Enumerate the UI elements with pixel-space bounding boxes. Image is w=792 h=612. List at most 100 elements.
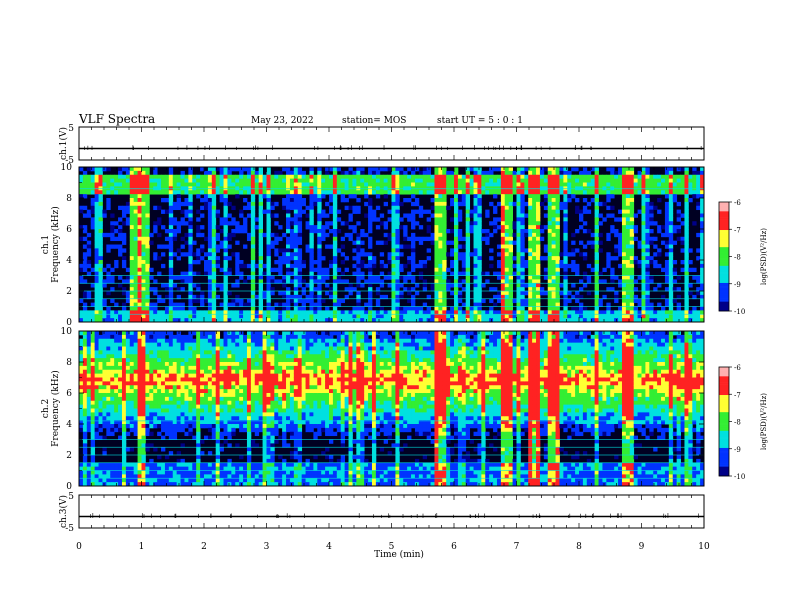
spectrogram-cell <box>180 217 185 222</box>
spectrogram-cell <box>672 287 678 292</box>
spectrogram-cell <box>348 182 353 187</box>
spectrogram-cell <box>641 217 646 222</box>
spectrogram-cell <box>172 174 178 180</box>
spectrogram-cell <box>547 229 553 234</box>
spectrogram-cell <box>258 232 263 238</box>
spectrogram-cell <box>227 167 232 172</box>
spectrogram-cell <box>121 431 127 437</box>
spectrogram-cell <box>411 260 416 265</box>
spectrogram-cell <box>664 240 670 245</box>
spectrogram-cell <box>340 174 346 180</box>
spectrogram-cell <box>207 201 213 207</box>
spectrogram-cell <box>629 174 635 180</box>
spectrogram-cell <box>551 263 556 269</box>
spectrogram-cell <box>317 205 322 211</box>
spectrogram-cell <box>426 314 431 319</box>
spectrogram-cell <box>297 213 303 218</box>
spectrogram-cell <box>508 201 513 207</box>
spectrogram-cell <box>274 236 279 242</box>
spectrogram-cell <box>528 240 533 245</box>
spectrogram-cell <box>110 431 115 437</box>
spectrogram-cell <box>633 287 638 292</box>
spectrogram-cell <box>493 205 498 211</box>
spectrogram-cell <box>94 240 99 245</box>
spectrogram-cell <box>414 209 420 214</box>
spectrogram-cell <box>579 190 584 195</box>
spectrogram-cell <box>664 174 670 180</box>
spectrogram-cell <box>692 267 697 273</box>
spectrogram-cell <box>700 271 705 276</box>
spectrogram-cell <box>684 240 689 245</box>
spectrogram-cell <box>387 275 392 280</box>
spectrogram-cell <box>700 244 705 249</box>
spectrogram-cell <box>98 279 103 284</box>
spectrogram-cell <box>598 310 603 315</box>
spectrogram-cell <box>352 314 357 319</box>
spectrogram-cell <box>94 354 99 359</box>
spectrogram-cell <box>121 302 127 307</box>
spectrogram-cell <box>379 240 385 245</box>
spectrogram-cell <box>121 478 127 483</box>
spectrogram-cell <box>407 178 412 183</box>
spectrogram-cell <box>133 294 138 300</box>
spectrogram-cell <box>129 178 135 183</box>
spectrogram-cell <box>360 229 365 234</box>
spectrogram-cell <box>645 314 650 319</box>
spectrogram-cell <box>504 252 510 257</box>
spectrogram-cell <box>239 298 244 304</box>
spectrogram-cell <box>485 232 490 238</box>
spectrogram-cell <box>532 225 537 230</box>
spectrogram-cell <box>188 248 193 253</box>
spectrogram-cell <box>125 474 131 479</box>
spectrogram-cell <box>606 314 611 319</box>
spectrogram-cell <box>438 225 443 230</box>
spectrogram-cell <box>145 194 150 199</box>
spectrogram-cell <box>559 205 564 211</box>
spectrogram-cell <box>293 229 299 234</box>
spectrogram-cell <box>94 302 99 307</box>
spectrogram-cell <box>700 310 705 315</box>
spectrogram-cell <box>563 271 568 276</box>
spectrogram-cell <box>227 190 232 195</box>
spectrogram-cell <box>211 306 217 311</box>
spectrogram-cell <box>500 240 506 245</box>
spectrogram-cell <box>457 256 463 261</box>
spectrogram-cell <box>188 194 193 199</box>
spectrogram-cell <box>700 229 705 234</box>
spectrogram-cell <box>645 306 650 311</box>
spectrogram-cell <box>426 190 431 195</box>
spectrogram-cell <box>399 167 404 172</box>
spectrogram-cell <box>94 167 99 172</box>
spectrogram-cell <box>407 182 412 187</box>
spectrogram-cell <box>454 310 459 315</box>
spectrogram-cell <box>598 232 603 238</box>
spectrogram-cell <box>536 298 541 304</box>
spectrogram-cell <box>543 256 549 261</box>
spectrogram-cell <box>621 283 627 288</box>
spectrogram-cell <box>86 412 92 417</box>
spectrogram-cell <box>528 225 533 230</box>
spectrogram-cell <box>297 217 303 222</box>
spectrogram-cell <box>563 198 568 203</box>
spectrogram-cell <box>200 198 205 203</box>
spectrogram-cell <box>102 393 107 398</box>
spectrogram-cell <box>532 263 537 269</box>
spectrogram-cell <box>207 302 213 307</box>
spectrogram-cell <box>114 334 119 340</box>
spectrogram-cell <box>645 310 650 315</box>
spectrogram-cell <box>457 201 463 207</box>
spectrogram-cell <box>641 306 646 311</box>
spectrogram-cell <box>618 252 623 257</box>
spectrogram-cell <box>594 306 599 311</box>
spectrogram-cell <box>168 260 174 265</box>
spectrogram-cell <box>106 412 111 417</box>
spectrogram-cell <box>188 302 193 307</box>
spectrogram-cell <box>79 318 84 323</box>
spectrogram-cell <box>86 478 92 483</box>
spectrogram-cell <box>442 198 447 203</box>
spectrogram-cell <box>438 252 443 257</box>
spectrogram-cell <box>129 420 135 425</box>
spectrogram-cell <box>114 236 119 242</box>
spectrogram-cell <box>391 252 396 257</box>
spectrogram-cell <box>145 229 150 234</box>
